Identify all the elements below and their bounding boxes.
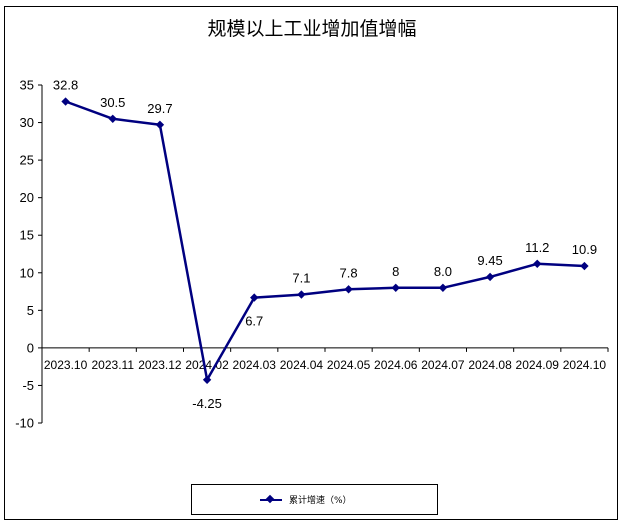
data-label: 9.45 — [477, 253, 502, 268]
x-tick-label: 2024.03 — [233, 358, 277, 372]
y-tick-label: 15 — [20, 228, 34, 243]
x-tick-label: 2024.05 — [327, 358, 371, 372]
data-point — [391, 283, 400, 292]
data-point — [485, 272, 495, 282]
x-tick-label: 2024.09 — [516, 358, 560, 372]
data-point — [344, 285, 353, 294]
y-axis-ticks: 35 30 25 20 15 10 5 0 -5 -10 — [15, 78, 42, 431]
x-tick-label: 2024.07 — [421, 358, 465, 372]
chart-frame — [4, 6, 618, 520]
x-axis-ticks: 2023.10 2023.11 2023.12 2024.02 2024.03 2024.… — [41, 347, 609, 372]
data-point — [297, 290, 306, 299]
data-label: 32.8 — [53, 78, 78, 93]
data-point — [250, 293, 259, 302]
data-label: 11.2 — [525, 240, 549, 255]
data-label: 10.9 — [572, 242, 597, 257]
data-label: 8.0 — [434, 264, 452, 279]
chart-title: 规模以上工业增加值增幅 — [207, 18, 417, 40]
x-tick-label: 2023.11 — [92, 358, 135, 372]
x-tick-label: 2024.08 — [468, 358, 512, 372]
y-tick-label: 30 — [20, 115, 34, 130]
data-label: 7.8 — [340, 265, 358, 280]
data-point — [438, 283, 448, 292]
series-line — [65, 100, 585, 382]
data-label: 29.7 — [147, 101, 172, 116]
x-tick-label: 2024.10 — [563, 358, 607, 372]
x-tick-label: 2023.10 — [44, 358, 88, 372]
legend-line-marker-icon — [260, 499, 282, 501]
axes — [41, 85, 608, 423]
data-point — [108, 114, 117, 123]
data-point — [202, 375, 212, 385]
y-tick-label: 25 — [20, 153, 34, 168]
data-label: 8 — [392, 264, 399, 279]
data-label: -4.25 — [192, 396, 222, 411]
data-label: 30.5 — [100, 95, 125, 110]
data-label: 6.7 — [245, 314, 263, 329]
x-tick-label: 2024.04 — [280, 358, 324, 372]
y-tick-label: 5 — [27, 303, 34, 318]
y-tick-label: 0 — [27, 340, 34, 355]
data-point — [61, 97, 70, 106]
y-tick-label: 10 — [20, 265, 34, 280]
data-point — [580, 261, 589, 271]
x-tick-label: 2023.12 — [138, 358, 182, 372]
y-tick-label: 35 — [20, 78, 34, 93]
data-point — [533, 259, 542, 268]
y-tick-label: 20 — [20, 190, 34, 205]
series — [61, 97, 589, 385]
data-labels: 32.8 30.5 29.7 -4.25 6.7 7.1 7.8 8 8.0 9.45 11.2 10… — [53, 78, 597, 411]
legend-label: 累计增速（%） — [289, 496, 352, 506]
x-tick-label: 2024.02 — [185, 358, 229, 372]
data-point — [155, 120, 165, 130]
data-label: 7.1 — [292, 271, 310, 286]
y-tick-label: -5 — [22, 378, 34, 393]
y-tick-label: -10 — [15, 416, 34, 431]
x-tick-label: 2024.06 — [374, 358, 418, 372]
legend: 累计增速（%） — [191, 484, 438, 515]
